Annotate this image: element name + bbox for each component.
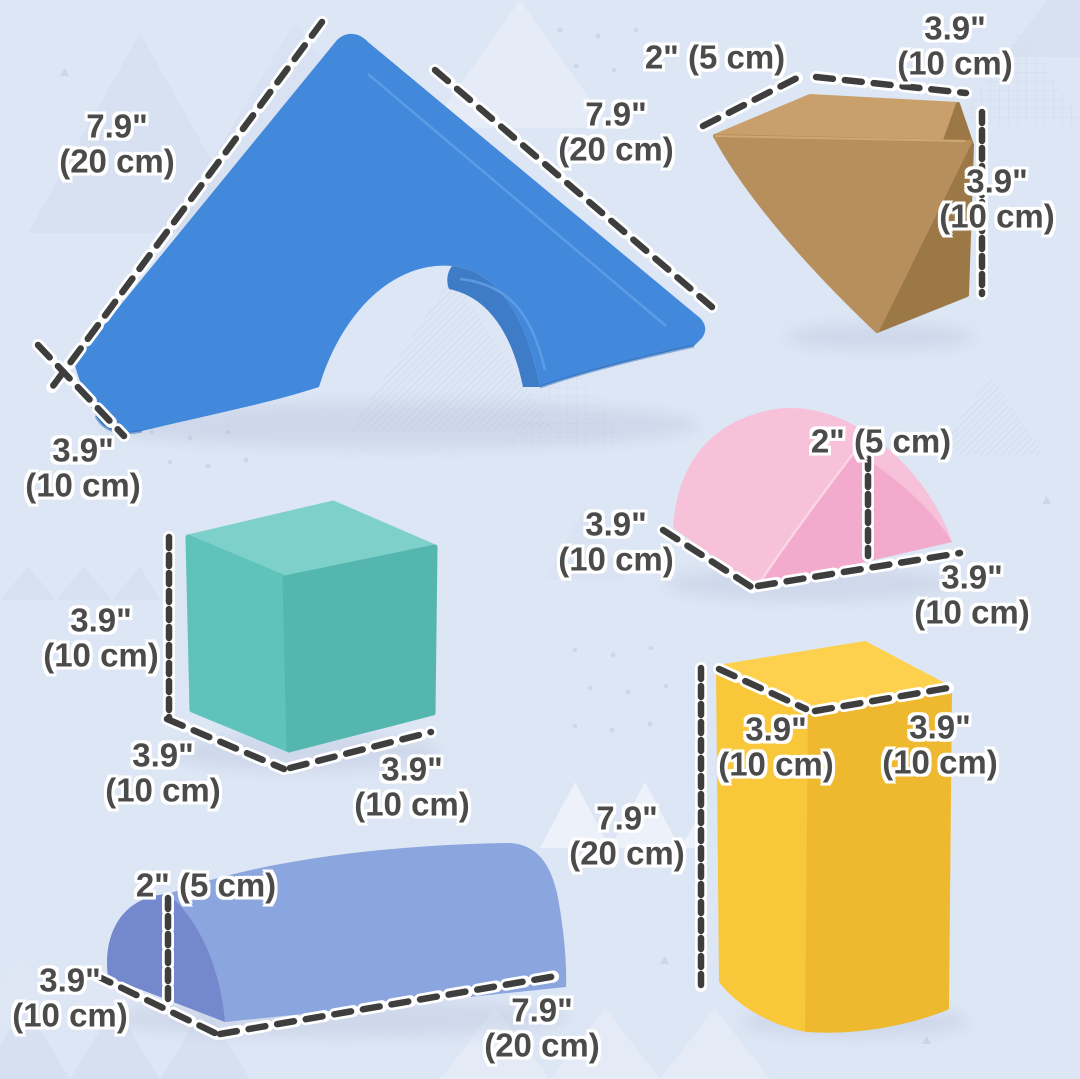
dim-label-block-height: 7.9" (20 cm) bbox=[569, 799, 685, 872]
triangle-slide-face bbox=[74, 33, 706, 433]
dim-label-cube-depth: 3.9" (10 cm) bbox=[105, 736, 221, 809]
dim-label-block-depth: 3.9" (10 cm) bbox=[718, 710, 834, 783]
dim-label-cube-width: 3.9" (10 cm) bbox=[354, 750, 470, 823]
dim-label-wedge-top-depth: 3.9" (10 cm) bbox=[897, 9, 1013, 82]
dim-label-wedge-top-edge: 2" (5 cm) bbox=[644, 38, 786, 76]
cube-shape bbox=[185, 500, 438, 753]
wedge-shape bbox=[713, 94, 974, 333]
half-cylinder-body bbox=[168, 842, 567, 1022]
cube-right-face bbox=[282, 544, 438, 753]
dim-label-slide-depth: 3.9" (10 cm) bbox=[25, 431, 141, 504]
dim-label-slide-right-slope: 7.9" (20 cm) bbox=[558, 95, 674, 168]
dim-label-halfcyl-length: 7.9" (20 cm) bbox=[484, 991, 600, 1064]
dim-label-halfcyl-height: 2" (5 cm) bbox=[135, 866, 277, 904]
dim-label-dome-height: 2" (5 cm) bbox=[810, 422, 952, 460]
dome-end-face bbox=[757, 451, 952, 587]
triangle-slide-shape bbox=[74, 33, 706, 435]
dome-shape bbox=[673, 408, 952, 588]
dim-label-block-width: 3.9" (10 cm) bbox=[882, 708, 998, 781]
block-right-face bbox=[805, 686, 952, 1033]
dim-label-dome-width: 3.9" (10 cm) bbox=[914, 558, 1030, 631]
dim-label-cube-height: 3.9" (10 cm) bbox=[43, 601, 159, 674]
dim-label-wedge-height: 3.9" (10 cm) bbox=[939, 162, 1055, 235]
dim-label-halfcyl-depth: 3.9" (10 cm) bbox=[12, 961, 128, 1034]
dim-label-slide-left-slope: 7.9" (20 cm) bbox=[59, 107, 175, 180]
block-shape bbox=[716, 641, 952, 1033]
dim-label-dome-depth: 3.9" (10 cm) bbox=[558, 505, 674, 578]
wedge-front-face bbox=[713, 134, 972, 333]
triangle-slide-tunnel bbox=[447, 266, 540, 387]
